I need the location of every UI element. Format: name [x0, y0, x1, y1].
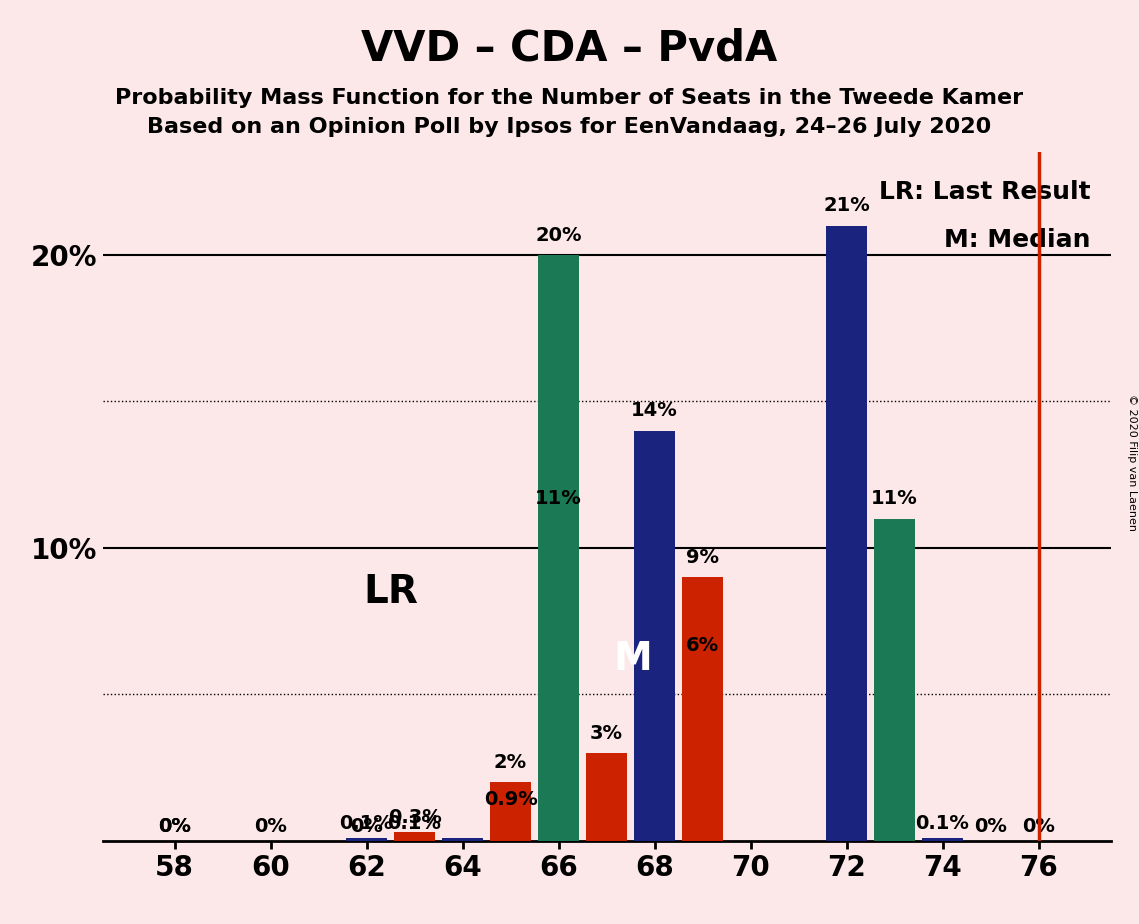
Text: 0%: 0% — [974, 817, 1007, 835]
Text: 21%: 21% — [823, 197, 870, 215]
Text: Based on an Opinion Poll by Ipsos for EenVandaag, 24–26 July 2020: Based on an Opinion Poll by Ipsos for Ee… — [147, 117, 992, 138]
Text: 14%: 14% — [631, 402, 678, 420]
Text: 0%: 0% — [158, 817, 191, 835]
Text: 11%: 11% — [535, 490, 582, 508]
Bar — [490, 783, 531, 841]
Text: 0.3%: 0.3% — [387, 808, 442, 827]
Bar — [682, 578, 723, 841]
Text: 11%: 11% — [871, 490, 918, 508]
Text: 0.9%: 0.9% — [484, 790, 538, 809]
Text: 0.1%: 0.1% — [916, 814, 969, 833]
Text: 0%: 0% — [350, 817, 383, 835]
Bar — [538, 518, 579, 841]
Bar — [538, 255, 579, 841]
Bar — [346, 838, 387, 841]
Bar — [923, 838, 962, 841]
Text: 0%: 0% — [1022, 817, 1055, 835]
Bar — [394, 832, 435, 841]
Bar — [442, 838, 483, 841]
Text: 0.1%: 0.1% — [339, 814, 393, 833]
Text: M: M — [614, 640, 653, 678]
Bar — [490, 814, 531, 841]
Text: 9%: 9% — [686, 548, 719, 567]
Text: 0.1%: 0.1% — [387, 814, 442, 833]
Text: Probability Mass Function for the Number of Seats in the Tweede Kamer: Probability Mass Function for the Number… — [115, 88, 1024, 108]
Text: 0%: 0% — [158, 817, 191, 835]
Bar — [826, 225, 867, 841]
Text: LR: LR — [363, 573, 418, 611]
Bar — [587, 753, 626, 841]
Text: 3%: 3% — [590, 723, 623, 743]
Bar — [682, 665, 723, 841]
Text: M: Median: M: Median — [944, 228, 1090, 252]
Bar — [394, 838, 435, 841]
Text: LR: Last Result: LR: Last Result — [879, 180, 1090, 204]
Text: 0%: 0% — [254, 817, 287, 835]
Text: 2%: 2% — [494, 753, 527, 772]
Bar — [634, 431, 675, 841]
Text: VVD – CDA – PvdA: VVD – CDA – PvdA — [361, 28, 778, 69]
Bar — [874, 518, 915, 841]
Text: 20%: 20% — [535, 225, 582, 245]
Text: © 2020 Filip van Laenen: © 2020 Filip van Laenen — [1126, 394, 1137, 530]
Text: 6%: 6% — [686, 636, 719, 655]
